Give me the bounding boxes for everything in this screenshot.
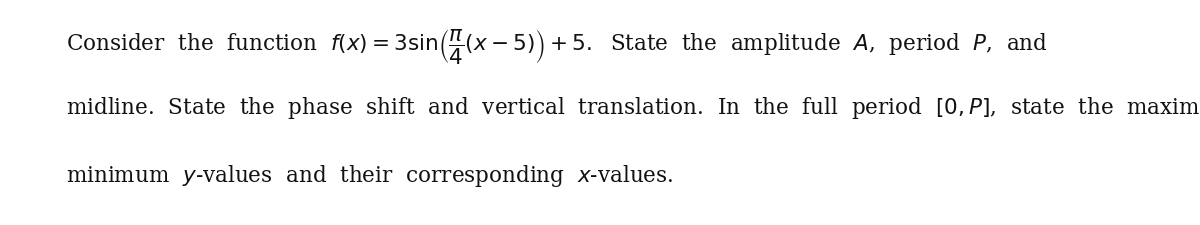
Text: minimum  $y$-values  and  their  corresponding  $x$-values.: minimum $y$-values and their correspondi…	[66, 162, 673, 188]
Text: midline.  State  the  phase  shift  and  vertical  translation.  In  the  full  : midline. State the phase shift and verti…	[66, 94, 1200, 120]
Text: Consider  the  function  $f(x) = 3\sin\!\left(\dfrac{\pi}{4}(x-5)\right)+5.$  St: Consider the function $f(x) = 3\sin\!\le…	[66, 27, 1048, 66]
